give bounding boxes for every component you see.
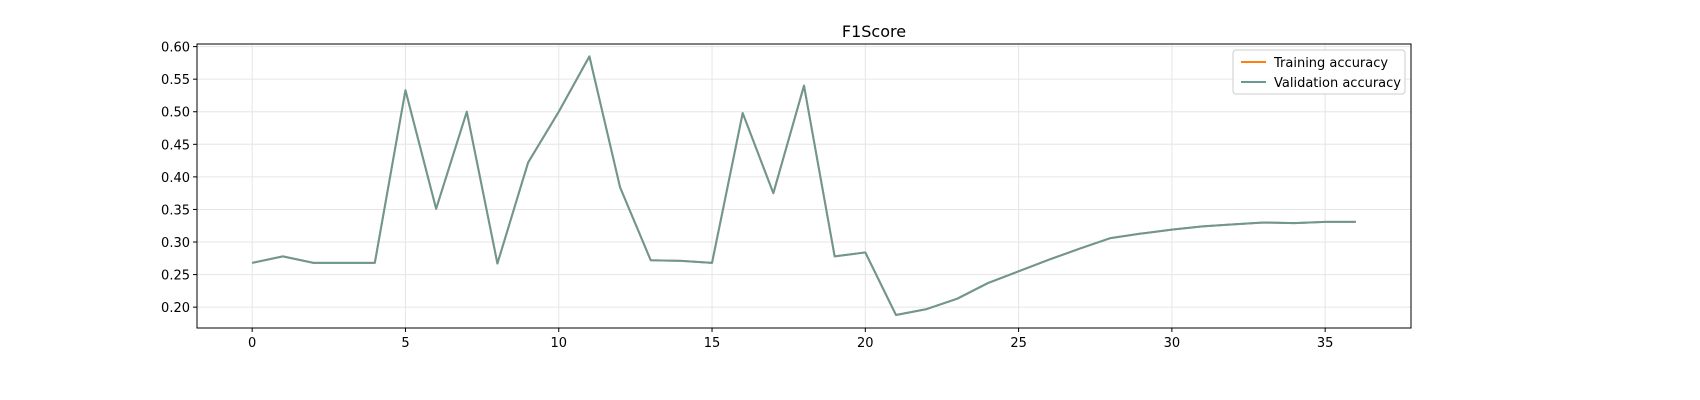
x-tick-label: 25: [1010, 336, 1027, 351]
y-tick-label: 0.20: [161, 301, 190, 316]
x-tick-label: 35: [1317, 336, 1334, 351]
legend-label: Training accuracy: [1273, 56, 1388, 71]
x-axis: 0 5 10 15 20 25 30 35: [248, 328, 1333, 351]
series-line-validation: [251, 55, 1356, 316]
y-tick-label: 0.35: [161, 203, 190, 218]
y-tick-label: 0.30: [161, 236, 190, 251]
y-axis: 0.20 0.25 0.30 0.35 0.40 0.45 0.50 0.55 0.60: [161, 41, 197, 316]
x-tick-label: 0: [248, 336, 256, 351]
legend-label: Validation accuracy: [1274, 76, 1401, 91]
y-tick-label: 0.60: [161, 41, 190, 56]
series-line-training: [251, 55, 1356, 316]
x-tick-label: 10: [550, 336, 567, 351]
y-tick-label: 0.45: [161, 138, 190, 153]
legend: Training accuracy Validation accuracy: [1232, 49, 1406, 95]
grid: [197, 44, 1411, 328]
y-tick-label: 0.40: [161, 171, 190, 186]
chart-title: F1Score: [842, 22, 906, 41]
y-tick-label: 0.25: [161, 269, 190, 284]
x-tick-label: 5: [401, 336, 409, 351]
series-lines: [251, 55, 1356, 316]
x-tick-label: 30: [1164, 336, 1181, 351]
y-tick-label: 0.50: [161, 106, 190, 121]
y-tick-label: 0.55: [161, 73, 190, 88]
x-tick-label: 15: [704, 336, 721, 351]
legend-box: [1232, 49, 1406, 95]
x-tick-label: 20: [857, 336, 874, 351]
plot-frame: [196, 43, 1412, 329]
